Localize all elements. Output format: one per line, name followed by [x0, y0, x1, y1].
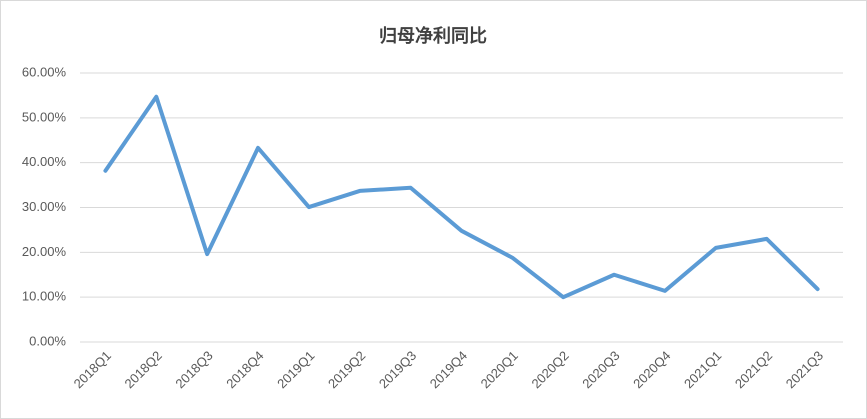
y-tick-label: 10.00% — [22, 289, 67, 304]
y-tick-label: 40.00% — [22, 154, 67, 169]
y-tick-label: 30.00% — [22, 199, 67, 214]
y-tick-label: 50.00% — [22, 109, 67, 124]
data-line — [103, 94, 820, 300]
y-tick-label: 20.00% — [22, 244, 67, 259]
y-tick-label: 60.00% — [22, 64, 67, 79]
y-tick-label: 0.00% — [29, 333, 66, 348]
chart-title: 归母净利同比 — [379, 25, 487, 46]
